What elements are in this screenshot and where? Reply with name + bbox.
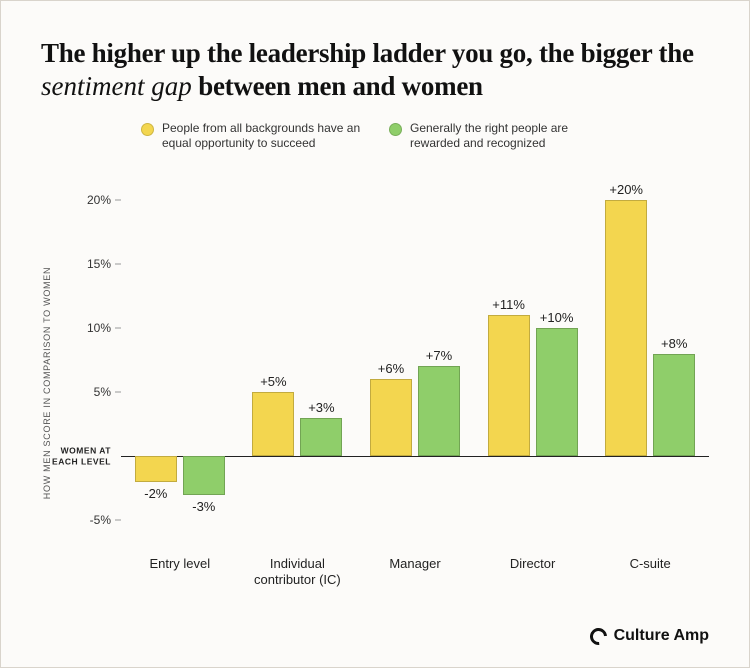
bar [605,200,647,457]
legend-label-0: People from all backgrounds have an equa… [162,121,361,152]
bar [370,379,412,456]
bar-value-label: +5% [260,374,286,389]
title-italic: sentiment gap [41,71,192,101]
y-tick-mark [115,327,121,328]
bar-value-label: +8% [661,336,687,351]
bar-value-label: +10% [540,310,574,325]
category-label: Director [510,556,556,572]
bar-value-label: +20% [609,182,643,197]
attribution: Culture Amp [590,627,709,645]
y-tick-mark [115,392,121,393]
legend-swatch-0 [141,123,154,136]
y-tick-mark [115,199,121,200]
title-pre: The higher up the leadership ladder you … [41,38,694,68]
legend-swatch-1 [389,123,402,136]
title-post: between men and women [192,71,483,101]
brand-name: Culture Amp [614,627,709,645]
baseline-label: WOMEN ATEACH LEVEL [52,446,111,467]
legend: People from all backgrounds have an equa… [41,121,709,152]
bar-value-label: +6% [378,361,404,376]
bar [183,456,225,494]
category-label: C-suite [630,556,671,572]
bar [418,366,460,456]
bar [653,354,695,457]
category-label: Individualcontributor (IC) [254,556,341,589]
bar-value-label: +7% [426,348,452,363]
y-tick-mark [115,263,121,264]
chart-title: The higher up the leadership ladder you … [41,37,709,103]
bar [135,456,177,482]
y-tick-label: 5% [94,385,111,399]
bar [300,418,342,456]
bar-value-label: +11% [492,297,525,312]
bar [252,392,294,456]
y-tick-label: 15% [87,257,111,271]
category-label: Manager [389,556,440,572]
brand-logo-icon [586,624,610,648]
y-axis-label: HOW MEN SCORE IN COMPARISON TO WOMEN [42,267,52,499]
y-tick-label: 10% [87,321,111,335]
bar-value-label: +3% [308,400,334,415]
legend-item: Generally the right people are rewarded … [389,121,609,152]
bar-value-label: -2% [144,486,167,501]
chart-card: The higher up the leadership ladder you … [0,0,750,668]
legend-item: People from all backgrounds have an equa… [141,121,361,152]
y-tick-mark [115,520,121,521]
bar [488,315,530,456]
y-tick-label: -5% [90,513,111,527]
y-tick-label: 20% [87,193,111,207]
category-label: Entry level [149,556,210,572]
legend-label-1: Generally the right people are rewarded … [410,121,609,152]
bar-value-label: -3% [192,499,215,514]
bar [536,328,578,456]
chart-area: HOW MEN SCORE IN COMPARISON TO WOMEN -5%… [77,174,709,592]
plot: -5%5%10%15%20%WOMEN ATEACH LEVEL-2%-3%En… [121,174,709,546]
